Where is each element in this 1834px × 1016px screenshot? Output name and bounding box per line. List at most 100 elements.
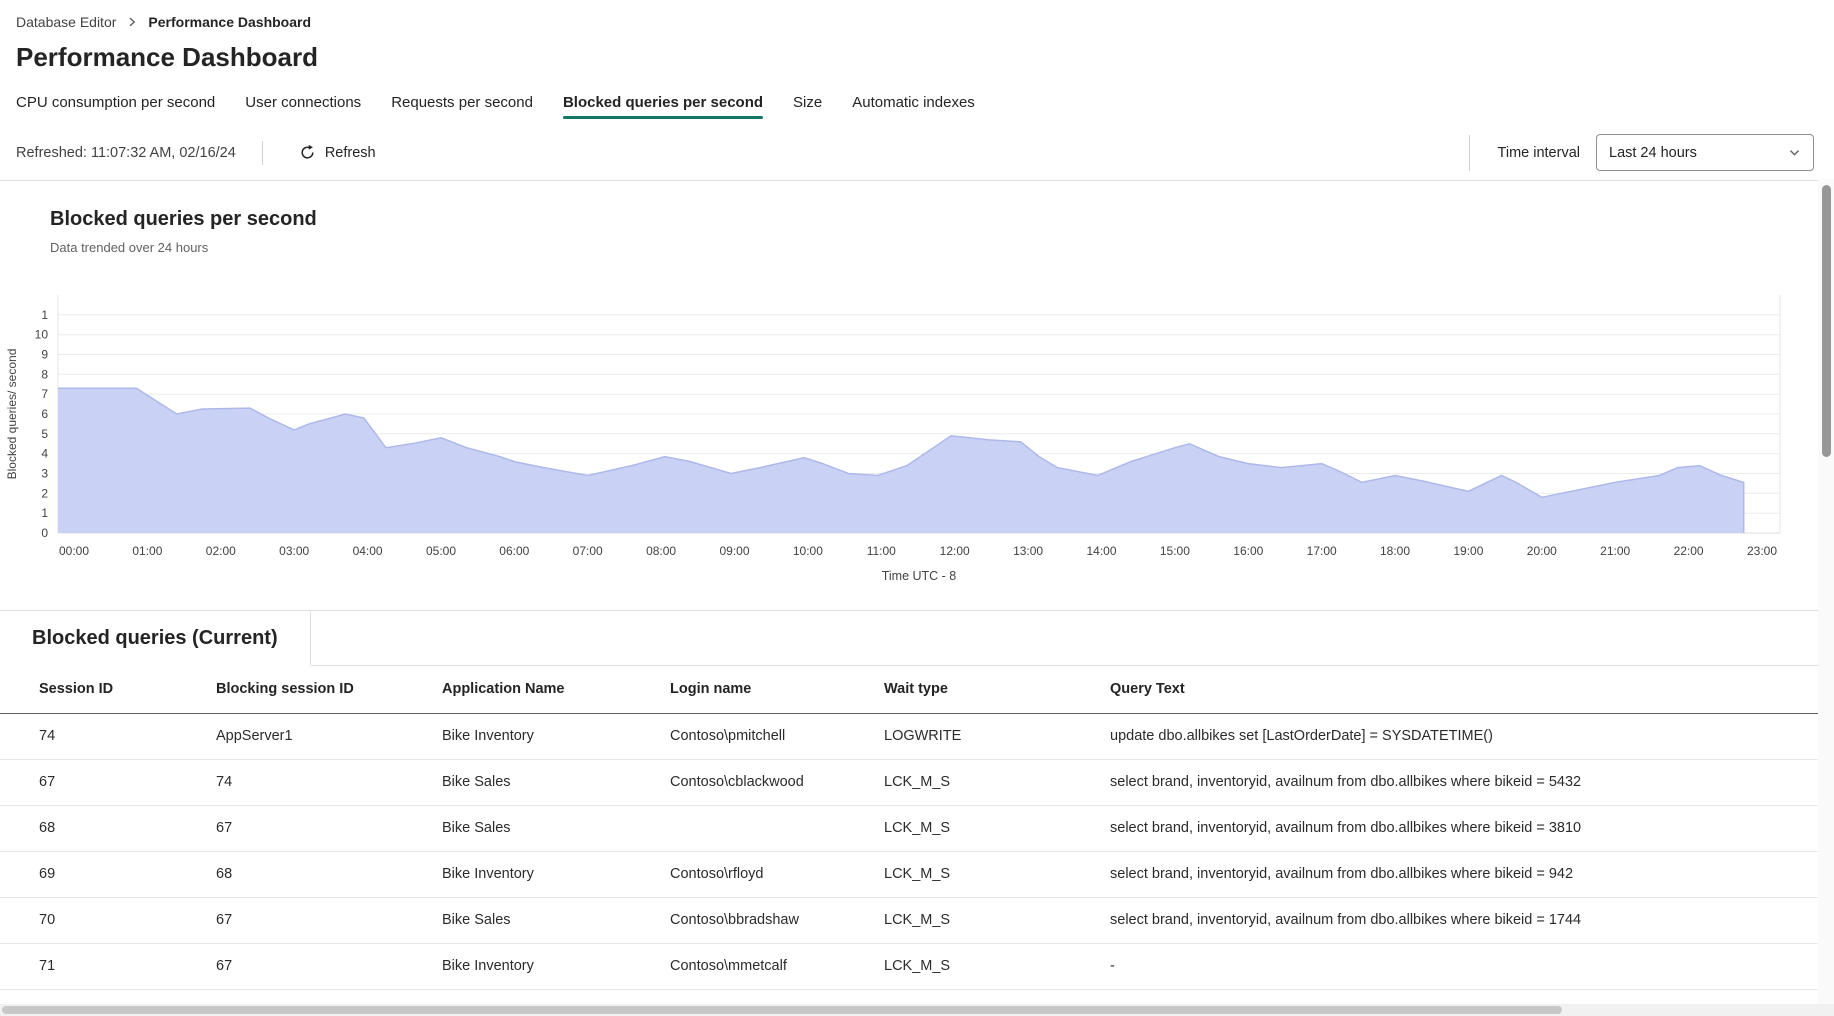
svg-text:05:00: 05:00 [426,544,456,558]
table-cell: update dbo.allbikes set [LastOrderDate] … [1110,713,1834,760]
chevron-down-icon [1788,146,1801,159]
svg-text:7: 7 [41,387,48,401]
table-cell: select brand, inventoryid, availnum from… [1110,805,1834,852]
tab-list: CPU consumption per second User connectio… [16,88,1834,125]
table-cell: Bike Inventory [442,943,670,990]
time-interval-value: Last 24 hours [1609,144,1697,161]
svg-text:2: 2 [41,486,48,500]
table-cell: Bike Inventory [442,851,670,898]
refreshed-timestamp: Refreshed: 11:07:32 AM, 02/16/24 [16,144,236,161]
table-cell: 67 [0,759,216,806]
svg-text:0: 0 [41,526,48,540]
svg-text:20:00: 20:00 [1527,544,1557,558]
column-header: Application Name [442,666,670,714]
svg-text:22:00: 22:00 [1674,544,1704,558]
table-cell: LCK_M_S [884,851,1110,898]
svg-text:13:00: 13:00 [1013,544,1043,558]
svg-text:06:00: 06:00 [499,544,529,558]
table-cell: 67 [216,943,442,990]
svg-text:02:00: 02:00 [206,544,236,558]
tab-cpu-consumption-per-second[interactable]: CPU consumption per second [16,88,215,125]
time-interval-dropdown[interactable]: Last 24 hours [1596,134,1814,171]
table-cell: select brand, inventoryid, availnum from… [1110,897,1834,944]
table-cell: - [1110,943,1834,990]
refresh-button[interactable]: Refresh [289,138,386,167]
table-header-row: Session ID Blocking session ID Application… [0,666,1834,714]
svg-text:15:00: 15:00 [1160,544,1190,558]
tab-automatic-indexes[interactable]: Automatic indexes [852,88,975,125]
svg-text:18:00: 18:00 [1380,544,1410,558]
svg-text:4: 4 [41,447,48,461]
table-cell: 68 [216,851,442,898]
table-body: 74 AppServer1 Bike Inventory Contoso\pmitch… [0,713,1834,990]
tab-requests-per-second[interactable]: Requests per second [391,88,533,125]
column-header: Login name [670,666,884,714]
tab-user-connections[interactable]: User connections [245,88,361,125]
svg-text:03:00: 03:00 [279,544,309,558]
table-row[interactable]: 67 74 Bike Sales Contoso\cblackwood LCK_M_S s… [0,759,1834,806]
svg-text:16:00: 16:00 [1233,544,1263,558]
chart-subtitle: Data trended over 24 hours [50,240,209,255]
svg-text:10:00: 10:00 [793,544,823,558]
svg-text:08:00: 08:00 [646,544,676,558]
tab-blocked-queries-per-second[interactable]: Blocked queries per second [562,88,764,125]
table-cell: Bike Sales [442,759,670,806]
svg-text:21:00: 21:00 [1600,544,1630,558]
blocked-queries-table: Session ID Blocking session ID Application… [0,666,1834,990]
vertical-scrollbar[interactable] [1818,179,1834,1004]
section-tab-label: Blocked queries (Current) [32,626,278,649]
horizontal-scrollbar-thumb[interactable] [2,1006,1562,1014]
chevron-right-icon [126,16,138,28]
table-row[interactable]: 70 67 Bike Sales Contoso\bbradshaw LCK_M_S se… [0,897,1834,944]
column-header: Blocking session ID [216,666,442,714]
table-cell: select brand, inventoryid, availnum from… [1110,759,1834,806]
vertical-scrollbar-thumb[interactable] [1822,185,1831,457]
toolbar: Refreshed: 11:07:32 AM, 02/16/24 Refresh… [0,125,1834,181]
breadcrumb: Database Editor Performance Dashboard [0,0,1834,32]
table-cell: Bike Sales [442,805,670,852]
table-cell: LOGWRITE [884,713,1110,760]
svg-text:3: 3 [41,467,48,481]
toolbar-divider [261,140,263,165]
blocked-queries-area-chart: 0 1 2 3 4 5 6 7 8 9 10 1 00:00 01:00 02:00 03:00 04:00 05… [5,295,1781,583]
table-cell: LCK_M_S [884,805,1110,852]
column-header: Wait type [884,666,1110,714]
svg-text:01:00: 01:00 [132,544,162,558]
table-row[interactable]: 71 67 Bike Inventory Contoso\mmetcalf LCK_M_… [0,943,1834,990]
chart-title: Blocked queries per second [50,208,317,230]
table-cell: LCK_M_S [884,897,1110,944]
table-cell: select brand, inventoryid, availnum from… [1110,851,1834,898]
tab-blocked-queries-current[interactable]: Blocked queries (Current) [0,611,311,666]
column-header: Session ID [0,666,216,714]
table-cell: 69 [0,851,216,898]
breadcrumb-item-database-editor[interactable]: Database Editor [16,14,117,30]
table-cell: Bike Inventory [442,713,670,760]
svg-text:17:00: 17:00 [1307,544,1337,558]
svg-text:1: 1 [41,308,48,322]
toolbar-divider [1468,134,1470,171]
table-cell [670,805,884,852]
table-row[interactable]: 69 68 Bike Inventory Contoso\rfloyd LCK_M_S s… [0,851,1834,898]
svg-text:04:00: 04:00 [353,544,383,558]
table-cell: AppServer1 [216,713,442,760]
table-cell: 74 [0,713,216,760]
table-cell: 70 [0,897,216,944]
chart-section: Blocked queries per second Data trended … [0,181,1834,610]
table-row[interactable]: 74 AppServer1 Bike Inventory Contoso\pmitch… [0,713,1834,760]
svg-text:23:00: 23:00 [1747,544,1777,558]
table-cell: Bike Sales [442,897,670,944]
table-cell: 68 [0,805,216,852]
table-cell: Contoso\mmetcalf [670,943,884,990]
table-cell: LCK_M_S [884,943,1110,990]
table-cell: Contoso\bbradshaw [670,897,884,944]
table-cell: LCK_M_S [884,759,1110,806]
table-row[interactable]: 68 67 Bike Sales LCK_M_S select brand, inven… [0,805,1834,852]
section-tab-list: Blocked queries (Current) [0,610,1834,666]
svg-text:9: 9 [41,348,48,362]
tab-size[interactable]: Size [793,88,822,125]
breadcrumb-item-performance-dashboard: Performance Dashboard [148,14,312,30]
horizontal-scrollbar[interactable] [0,1004,1834,1016]
svg-text:11:00: 11:00 [867,544,896,558]
table-cell: Contoso\rfloyd [670,851,884,898]
svg-text:5: 5 [41,427,48,441]
